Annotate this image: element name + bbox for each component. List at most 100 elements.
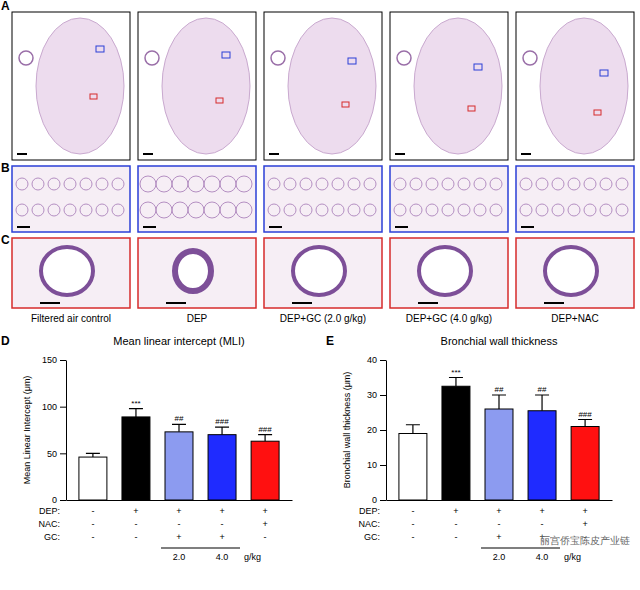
y-tick: 100	[42, 402, 66, 412]
alveolus	[584, 178, 596, 190]
alveolus	[80, 204, 92, 216]
panel-label: D	[1, 334, 10, 348]
alveolus	[140, 202, 156, 218]
bronchus-section	[397, 51, 411, 65]
y-axis: 050100150	[42, 355, 67, 505]
treatment-mark: +	[176, 532, 181, 542]
y-tick: 0	[372, 495, 386, 505]
significance-label: ###	[258, 425, 272, 434]
y-tick-mark	[60, 407, 66, 408]
histology-image	[138, 12, 256, 160]
alveolus	[364, 204, 376, 216]
significance-label: ###	[578, 410, 592, 419]
alveolus	[112, 204, 124, 216]
y-tick: 30	[367, 390, 386, 400]
image-frame	[138, 12, 256, 160]
lung-section	[540, 18, 628, 154]
histology-image	[390, 12, 508, 160]
alveolus	[236, 176, 252, 192]
y-tick-label: 10	[367, 460, 377, 470]
alveolus	[16, 178, 28, 190]
treatment-mark: +	[539, 506, 544, 516]
treatment-label: GC:	[44, 532, 60, 542]
alveolus	[394, 204, 406, 216]
scale-bar	[269, 153, 279, 155]
histology-image	[390, 238, 508, 308]
image-frame	[264, 12, 382, 160]
alveolus	[284, 178, 296, 190]
y-tick-label: 150	[42, 355, 57, 365]
treatment-mark: -	[541, 519, 544, 529]
roi-red	[90, 94, 97, 99]
alveolus	[188, 202, 204, 218]
alveolus	[80, 178, 92, 190]
histology-image	[516, 238, 634, 308]
chart-title: Mean linear intercept (MLI)	[113, 335, 244, 347]
y-tick-mark	[60, 453, 66, 454]
alveolus	[140, 176, 156, 192]
alveolus	[442, 178, 454, 190]
alveolus	[220, 202, 236, 218]
alveolus	[552, 204, 564, 216]
alveolus	[300, 204, 312, 216]
treatment-mark: -	[411, 532, 414, 542]
lung-section	[414, 18, 502, 154]
bronchus-section	[271, 51, 285, 65]
alveolus	[490, 204, 502, 216]
alveolus	[316, 204, 328, 216]
alveolus	[426, 178, 438, 190]
treatment-mark: -	[498, 519, 501, 529]
scale-bar	[292, 302, 312, 304]
y-tick-label: 50	[47, 449, 57, 459]
bar	[251, 441, 279, 500]
bar	[399, 434, 427, 501]
y-tick-mark	[60, 500, 66, 501]
treatment-label: NAC:	[358, 519, 380, 529]
error-bar	[172, 424, 186, 431]
y-tick-mark	[380, 465, 386, 466]
roi-blue	[348, 58, 356, 64]
y-tick-label: 30	[367, 390, 377, 400]
bar	[165, 432, 193, 500]
alveolus	[536, 178, 548, 190]
group-label: DEP+GC (4.0 g/kg)	[406, 313, 492, 324]
scale-bar	[166, 302, 186, 304]
alveolus	[48, 178, 60, 190]
error-bar	[86, 453, 100, 457]
error-bar	[492, 395, 506, 409]
alveolus	[568, 178, 580, 190]
alveolus	[552, 178, 564, 190]
scale-bar	[17, 153, 27, 155]
group-label: DEP	[187, 313, 208, 324]
alveolus	[600, 178, 612, 190]
alveolus	[204, 176, 220, 192]
alveolus	[348, 204, 360, 216]
alveolus	[332, 178, 344, 190]
alveolus	[300, 178, 312, 190]
alveolus	[332, 204, 344, 216]
y-tick: 40	[367, 355, 386, 365]
panel-label: C	[1, 233, 10, 247]
y-tick-label: 100	[42, 402, 57, 412]
treatment-mark: +	[133, 506, 138, 516]
alveolus	[268, 204, 280, 216]
alveolus	[616, 178, 628, 190]
y-tick: 50	[47, 449, 66, 459]
alveolus	[520, 178, 532, 190]
image-frame	[516, 12, 634, 160]
alveolus	[616, 204, 628, 216]
histology-image	[264, 238, 382, 308]
image-frame	[390, 238, 508, 308]
alveolus	[364, 178, 376, 190]
alveolus	[536, 204, 548, 216]
y-axis-line	[386, 361, 387, 501]
image-frame	[138, 238, 256, 308]
chart: DMean linear intercept (MLI)Mean Linear …	[1, 334, 293, 562]
significance-label: ##	[538, 385, 547, 394]
treatment-mark: -	[221, 519, 224, 529]
treatment-mark: -	[134, 532, 137, 542]
alveolus	[96, 178, 108, 190]
roi-blue	[600, 70, 608, 76]
y-axis-line	[66, 361, 67, 501]
alveolus	[410, 204, 422, 216]
